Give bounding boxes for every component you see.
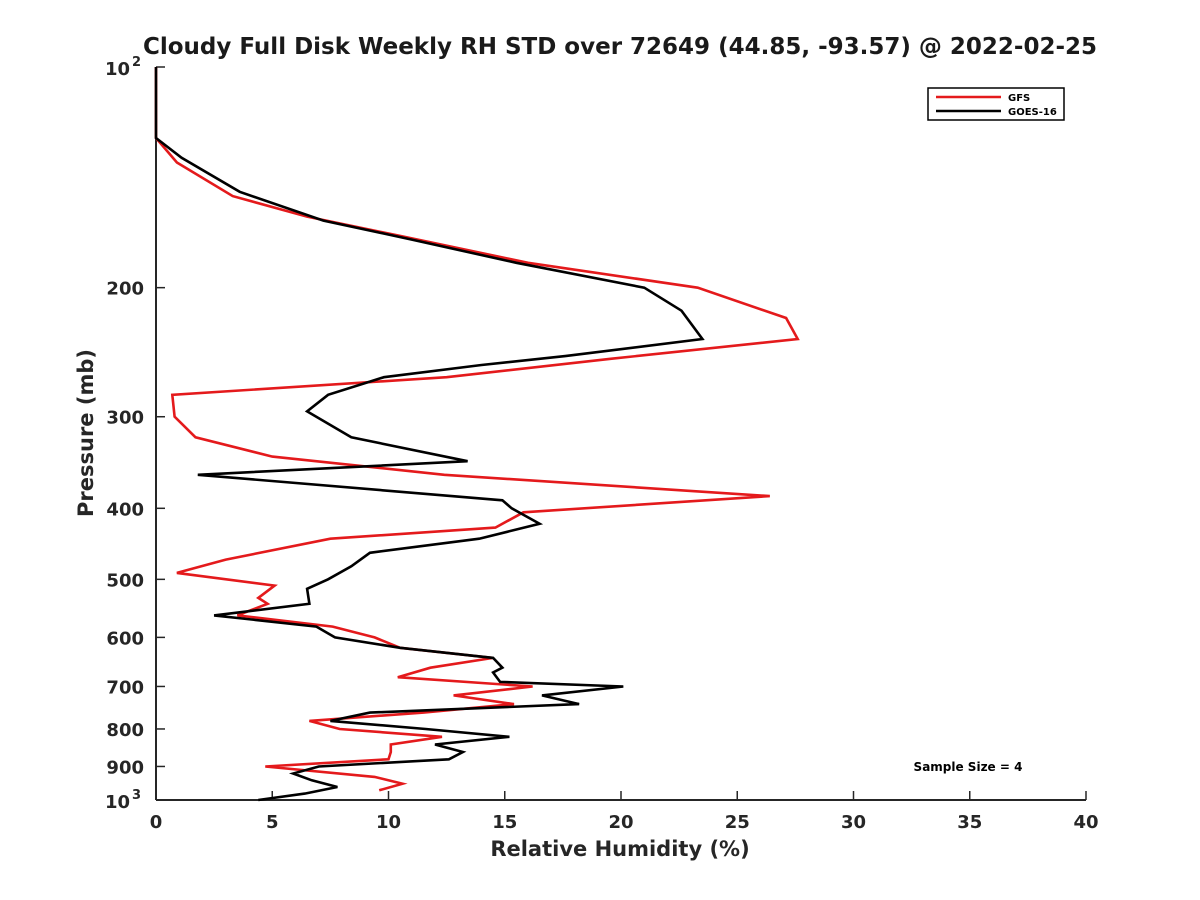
y-tick-label-900: 900 — [106, 757, 144, 778]
y-tick-label-800: 800 — [106, 720, 144, 741]
x-tick-label-0: 0 — [150, 812, 163, 833]
x-axis-label: Relative Humidity (%) — [490, 837, 749, 861]
y-tick-label-300: 300 — [106, 408, 144, 429]
plot-area: 0 5 10 15 20 25 30 35 40 200 300 400 500 600 700 800 900… — [105, 55, 1099, 833]
y-tick-label-top: 10 — [105, 59, 130, 80]
y-tick-label-bottom: 10 — [105, 792, 130, 813]
x-tick-label-5: 5 — [266, 812, 279, 833]
legend-label-gfs: GFS — [1008, 93, 1030, 104]
y-tick-label-400: 400 — [106, 499, 144, 520]
x-tick-label-15: 15 — [492, 812, 517, 833]
legend: GFS GOES-16 — [927, 87, 1065, 121]
sample-size-annotation: Sample Size = 4 — [914, 760, 1023, 774]
y-axis-label: Pressure (mb) — [74, 349, 98, 517]
x-tick-label-10: 10 — [376, 812, 401, 833]
legend-label-goes16: GOES-16 — [1008, 107, 1057, 118]
x-tick-label-35: 35 — [957, 812, 982, 833]
x-tick-label-40: 40 — [1073, 812, 1098, 833]
legend-box — [927, 87, 1065, 121]
y-tick-label-500: 500 — [106, 570, 144, 591]
x-tick-label-30: 30 — [841, 812, 866, 833]
x-tick-label-25: 25 — [725, 812, 750, 833]
series-line-goes16 — [154, 67, 705, 802]
x-tick-label-20: 20 — [608, 812, 633, 833]
y-tick-label-bottom-exponent: 3 — [132, 788, 141, 803]
y-tick-label-700: 700 — [106, 677, 144, 698]
chart-title: Cloudy Full Disk Weekly RH STD over 7264… — [143, 34, 1097, 60]
y-tick-label-top-exponent: 2 — [132, 55, 141, 70]
y-tick-label-200: 200 — [106, 279, 144, 300]
y-tick-label-600: 600 — [106, 628, 144, 649]
series-line-gfs — [154, 67, 800, 792]
